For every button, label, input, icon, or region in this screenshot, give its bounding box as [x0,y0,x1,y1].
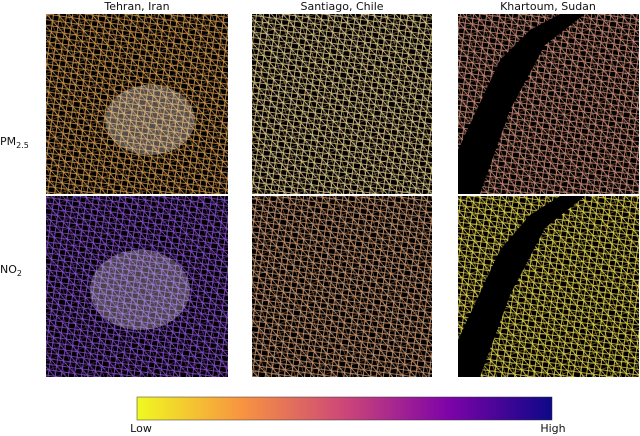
column-title: Santiago, Chile [300,0,383,13]
colorbar [136,396,553,421]
river [458,196,585,377]
row-label: PM2.5 [0,135,29,150]
river [458,14,585,194]
column-title: Khartoum, Sudan [500,0,596,13]
row-label-main: PM [0,135,16,148]
row-label-main: NO [0,263,17,276]
map-highlight [105,85,195,155]
map-tehran-no2 [46,196,228,377]
map-santiago-no2 [252,196,432,377]
row-label-subscript: 2 [17,269,22,278]
map-panels [46,14,639,377]
colorbar-low-label: Low [130,422,152,435]
map-highlight [90,250,190,330]
map-santiago-pm [252,14,432,194]
row-label: NO2 [0,263,22,278]
map-tehran-pm [46,14,228,194]
colorbar-high-label: High [540,422,565,435]
row-label-subscript: 2.5 [16,141,29,150]
column-title: Tehran, Iran [103,0,169,13]
